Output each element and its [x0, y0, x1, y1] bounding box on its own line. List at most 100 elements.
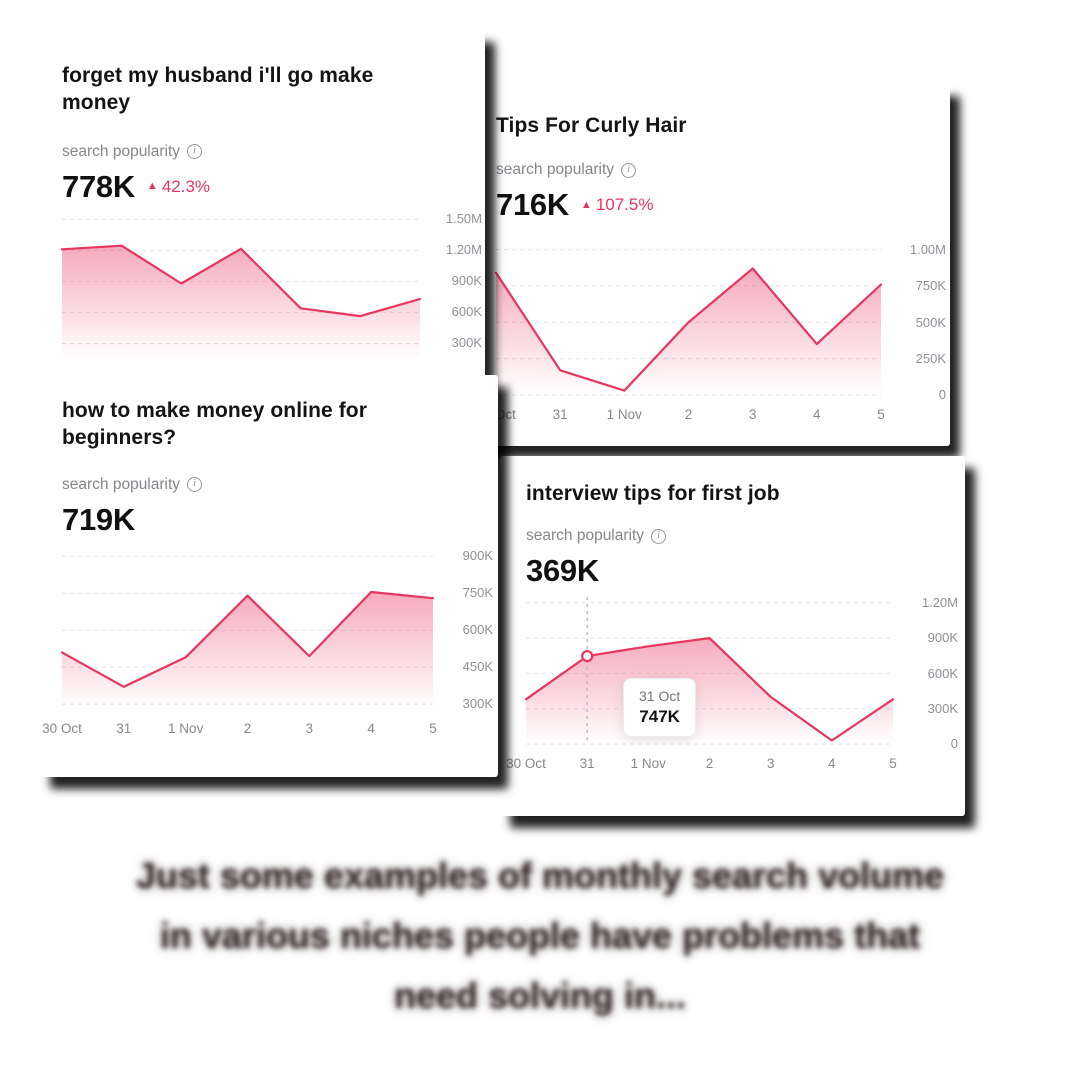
trend-card-interview-tips: interview tips for first job search popu… — [500, 456, 965, 816]
card-title: forget my husband i'll go make money — [62, 64, 374, 115]
trend-card-forget-my-husband: forget my husband i'll go make money sea… — [40, 30, 485, 386]
value-row: 369K — [526, 553, 965, 589]
y-tick-label: 450K — [462, 658, 493, 674]
caption-line-1: Just some examples of monthly search vol… — [135, 855, 945, 896]
info-icon[interactable]: i — [187, 477, 203, 493]
x-tick-label: 5 — [877, 407, 885, 423]
chart-svg — [60, 218, 422, 359]
trend-line-chart[interactable]: 1.50M 1.20M 900K 600K 300K — [60, 209, 482, 359]
metric-label: search popularity — [526, 527, 645, 545]
info-icon[interactable]: i — [187, 144, 203, 160]
tooltip-date: 31 Oct — [639, 688, 681, 705]
trend-line-chart[interactable]: 900K 750K 600K 450K 300K 30 Oct 31 1 Nov 2 3 4 5 — [42, 544, 493, 743]
y-tick-label: 250K — [915, 350, 946, 366]
y-tick-label: 1.20M — [445, 241, 482, 257]
trend-line-chart[interactable]: 1.20M 900K 600K 300K 0 30 Oct 31 1 Nov 2 3 4 5 31 O… — [506, 591, 958, 778]
y-tick-label: 600K — [462, 621, 493, 637]
metric-row: search popularity i — [526, 527, 965, 545]
chart-svg — [494, 249, 883, 396]
info-icon[interactable]: i — [651, 528, 667, 544]
y-axis-labels: 900K 750K 600K 450K 300K — [443, 544, 493, 711]
metric-value: 719K — [62, 501, 135, 537]
x-tick-label: 30 Oct — [42, 720, 82, 736]
x-tick-label: 5 — [889, 756, 897, 772]
x-tick-label: 4 — [367, 720, 375, 736]
tooltip-value: 747K — [639, 707, 680, 727]
metric-change: ▲ 42.3% — [147, 177, 210, 197]
caption-line-2: in various niches people have problems t… — [159, 915, 921, 956]
y-tick-label: 900K — [927, 630, 958, 646]
y-tick-label: 500K — [915, 314, 946, 330]
y-axis-labels: 1.20M 900K 600K 300K 0 — [903, 591, 958, 751]
metric-row: search popularity i — [496, 161, 950, 179]
up-triangle-icon: ▲ — [146, 180, 158, 193]
x-tick-label: 3 — [748, 407, 757, 423]
trend-card-make-money-online: how to make money online for beginners? … — [40, 375, 498, 777]
x-tick-label: 1 Nov — [168, 720, 204, 736]
value-row: 719K — [62, 502, 498, 538]
area-fill — [62, 245, 420, 359]
card-title: how to make money online for beginners? — [62, 399, 368, 450]
x-tick-label: 31 — [116, 720, 132, 736]
up-triangle-icon: ▲ — [580, 198, 592, 211]
y-axis-labels: 1.50M 1.20M 900K 600K 300K — [430, 209, 482, 359]
trend-line — [60, 590, 435, 688]
chart-svg — [60, 555, 435, 709]
y-tick-label: 1.20M — [921, 595, 958, 611]
x-tick-label: 4 — [813, 407, 821, 423]
area-fill — [496, 268, 881, 396]
x-tick-label: 31 — [579, 756, 595, 772]
metric-label: search popularity — [62, 475, 181, 493]
x-axis-labels: 30 Oct 31 1 Nov 2 3 4 5 — [42, 720, 437, 743]
y-tick-label: 1.00M — [909, 241, 946, 257]
y-tick-label: 900K — [451, 272, 482, 288]
metric-change: ▲ 107.5% — [581, 195, 654, 215]
y-axis-labels: 1.00M 750K 500K 250K 0 — [891, 235, 946, 403]
x-tick-label: 30 Oct — [506, 756, 546, 772]
y-tick-label: 0 — [938, 387, 946, 403]
y-tick-label: 600K — [927, 665, 958, 681]
x-tick-label: 2 — [684, 407, 693, 423]
area-fill — [526, 638, 893, 745]
y-tick-label: 1.50M — [445, 210, 482, 226]
y-tick-label: 0 — [950, 736, 958, 752]
value-row: 778K ▲ 42.3% — [62, 169, 465, 205]
x-tick-label: 31 — [552, 407, 568, 423]
x-tick-label: 3 — [305, 720, 314, 736]
metric-row: search popularity i — [62, 143, 465, 161]
caption-line-3: need solving in... — [393, 975, 687, 1016]
trend-line — [60, 244, 422, 317]
metric-label: search popularity — [496, 161, 615, 179]
x-tick-label: 2 — [705, 756, 714, 772]
y-tick-label: 600K — [451, 303, 482, 319]
card-title: Tips For Curly Hair — [496, 114, 687, 137]
y-tick-label: 300K — [462, 695, 493, 711]
value-row: 716K ▲ 107.5% — [496, 187, 950, 223]
trend-line — [494, 267, 883, 392]
x-tick-label: 2 — [243, 720, 252, 736]
y-tick-label: 750K — [915, 278, 946, 294]
metric-row: search popularity i — [62, 476, 498, 494]
card-title: interview tips for first job — [526, 482, 780, 505]
metric-value: 716K — [496, 187, 569, 223]
area-fill — [62, 591, 433, 709]
y-tick-label: 300K — [451, 335, 482, 351]
x-tick-label: 4 — [828, 756, 836, 772]
metric-label: search popularity — [62, 142, 181, 160]
metric-value: 369K — [526, 553, 599, 589]
change-percent: 107.5% — [595, 195, 654, 215]
y-tick-label: 750K — [462, 584, 493, 600]
caption: Just some examples of monthly search vol… — [0, 846, 1080, 1026]
info-icon[interactable]: i — [621, 162, 637, 178]
y-tick-label: 900K — [462, 547, 493, 563]
x-tick-label: 5 — [429, 720, 437, 736]
y-tick-label: 300K — [927, 700, 958, 716]
chart-tooltip: 31 Oct 747K — [623, 678, 697, 738]
trend-card-tips-for-curly-hair: Tips For Curly Hair search popularity i … — [478, 84, 950, 446]
change-percent: 42.3% — [161, 176, 211, 196]
metric-value: 778K — [62, 168, 135, 204]
